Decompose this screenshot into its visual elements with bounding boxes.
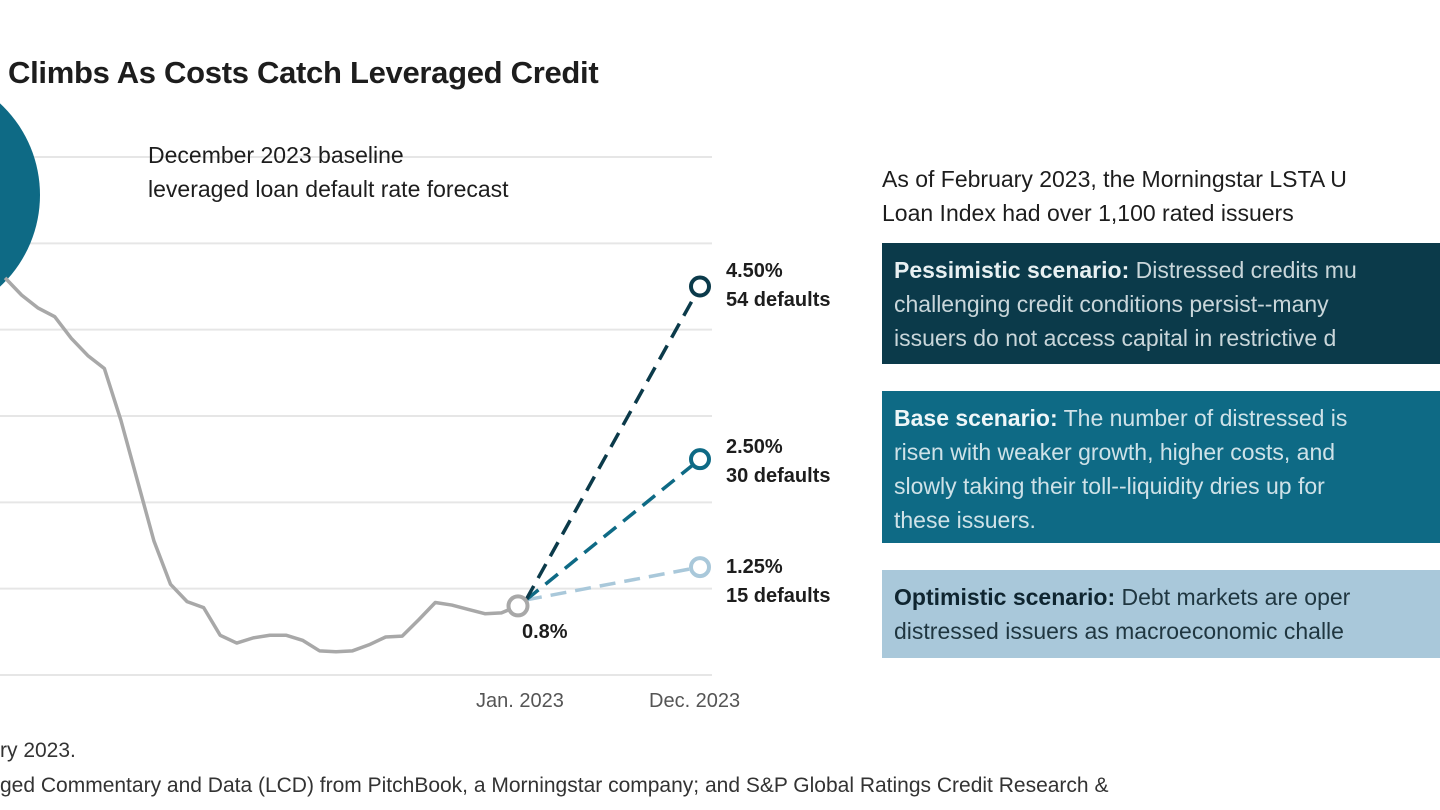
optimistic-forecast-point — [689, 556, 711, 579]
pessimistic-heading: Pessimistic scenario: — [894, 257, 1130, 283]
pessimistic-rate: 4.50% — [726, 260, 783, 282]
optimistic-label: 1.25% 15 defaults — [726, 553, 830, 611]
x-tick-dec-2023: Dec. 2023 — [649, 690, 741, 712]
optimistic-defaults: 15 defaults — [726, 585, 831, 607]
chart-title: Climbs As Costs Catch Leveraged Credit — [8, 55, 599, 90]
source-note: ged Commentary and Data (LCD) from Pitch… — [0, 774, 1109, 797]
base-forecast-point — [689, 448, 711, 471]
pessimistic-text: issuers do not access capital in restric… — [894, 325, 1337, 351]
history-end-label: 0.8% — [522, 621, 568, 643]
panel-intro-line1: As of February 2023, the Morningstar LST… — [882, 166, 1347, 192]
base-heading: Base scenario: — [894, 405, 1058, 431]
optimistic-heading: Optimistic scenario: — [894, 584, 1116, 610]
panel-intro-line2: Loan Index had over 1,100 rated issuers — [882, 200, 1294, 226]
base-text: these issuers. — [894, 507, 1036, 533]
pessimistic-scenario-box: Pessimistic scenario: Distressed credits… — [882, 243, 1440, 364]
history-line — [3, 276, 519, 654]
optimistic-scenario-box: Optimistic scenario: Debt markets are op… — [882, 570, 1440, 658]
base-text: slowly taking their toll--liquidity drie… — [894, 473, 1325, 499]
x-tick-jan-2023: Jan. 2023 — [476, 690, 564, 712]
footnote: ry 2023. — [0, 739, 76, 762]
base-scenario-box: Base scenario: The number of distressed … — [882, 391, 1440, 543]
optimistic-forecast-line — [525, 565, 701, 602]
decorative-circle — [0, 103, 40, 287]
history-end-point — [506, 594, 530, 618]
base-text: The number of distressed is — [1057, 405, 1348, 431]
forecast-annotation-line1: December 2023 baseline — [148, 142, 404, 168]
optimistic-text: Debt markets are oper — [1115, 584, 1351, 610]
pessimistic-text: Distressed credits mu — [1129, 257, 1357, 283]
base-rate: 2.50% — [726, 436, 783, 458]
base-defaults: 30 defaults — [726, 465, 831, 487]
forecast-annotation-line2: leveraged loan default rate forecast — [148, 176, 509, 202]
optimistic-rate: 1.25% — [726, 556, 783, 578]
pessimistic-forecast-point — [689, 275, 711, 298]
base-text: risen with weaker growth, higher costs, … — [894, 439, 1336, 465]
pessimistic-text: challenging credit conditions persist--m… — [894, 291, 1329, 317]
pessimistic-defaults: 54 defaults — [726, 289, 831, 311]
pessimistic-forecast-line — [524, 285, 702, 601]
base-label: 2.50% 30 defaults — [726, 433, 830, 491]
optimistic-text: distressed issuers as macroeconomic chal… — [894, 618, 1344, 644]
pessimistic-label: 4.50% 54 defaults — [726, 257, 830, 315]
base-forecast-line — [524, 457, 702, 602]
line-chart — [0, 103, 712, 676]
